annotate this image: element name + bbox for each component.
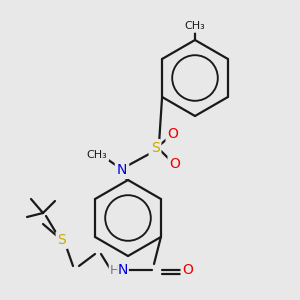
Text: S: S (151, 141, 159, 155)
Text: N: N (117, 163, 127, 177)
Text: S: S (58, 233, 66, 247)
Text: CH₃: CH₃ (184, 21, 206, 31)
Text: O: O (183, 263, 194, 277)
Text: O: O (169, 157, 180, 171)
Text: H: H (109, 263, 119, 277)
Text: O: O (168, 127, 178, 141)
Text: CH₃: CH₃ (87, 150, 107, 160)
Text: N: N (118, 263, 128, 277)
